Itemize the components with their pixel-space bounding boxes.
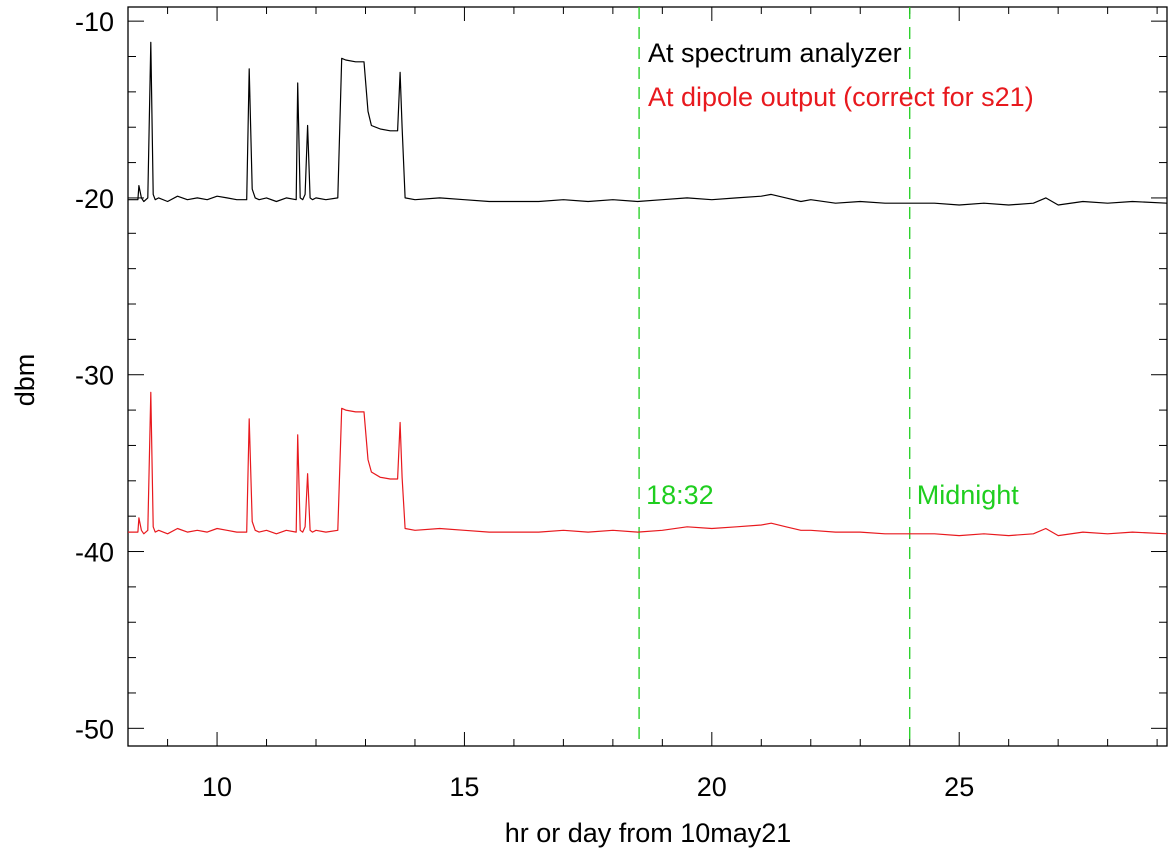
y-axis-title: dbm (10, 354, 40, 407)
x-axis-title: hr or day from 10may21 (505, 818, 792, 848)
plot-frame (127, 6, 1168, 747)
x-tick-label: 15 (449, 772, 479, 802)
y-tick-label: -30 (75, 361, 114, 391)
tick-labels: 10 15 20 25 -10 -20 -30 -40 -50 (75, 7, 974, 802)
x-tick-label: 25 (944, 772, 974, 802)
legend-entry-spectrum-analyzer: At spectrum analyzer (648, 38, 902, 68)
series-line-1 (128, 391, 1168, 537)
vline-label: Midnight (917, 480, 1020, 510)
series-lines (128, 41, 1168, 537)
vertical-markers: 18:32 Midnight (638, 7, 1020, 746)
y-tick-label: -10 (75, 7, 114, 37)
y-tick-label: -20 (75, 184, 114, 214)
legend: At spectrum analyzer At dipole output (c… (648, 38, 1034, 112)
tick-marks (128, 7, 1167, 746)
x-tick-label: 20 (697, 772, 727, 802)
x-tick-label: 10 (202, 772, 232, 802)
legend-entry-dipole-output: At dipole output (correct for s21) (648, 82, 1034, 112)
y-tick-label: -50 (75, 714, 114, 744)
y-tick-label: -40 (75, 538, 114, 568)
series-line-0 (128, 41, 1168, 206)
vline-label: 18:32 (646, 480, 714, 510)
